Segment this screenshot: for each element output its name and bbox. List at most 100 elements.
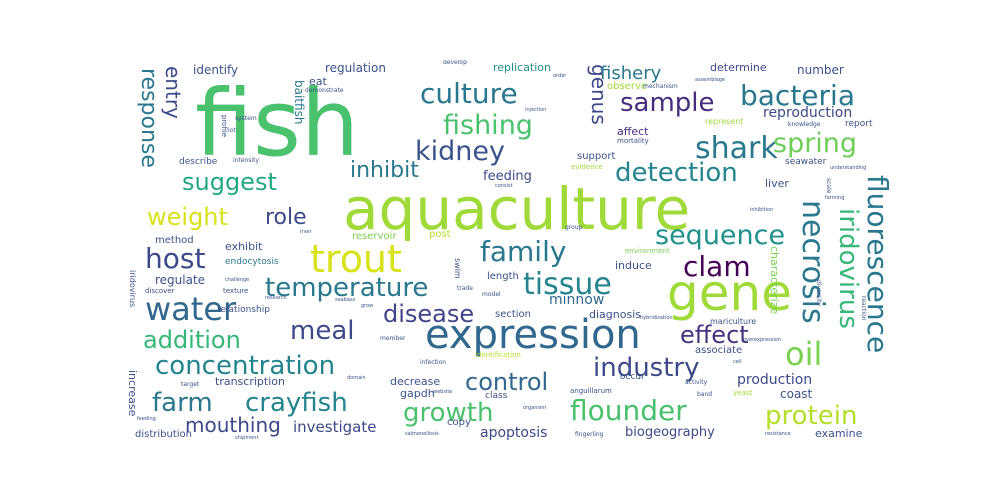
word-reservoir: reservoir xyxy=(352,231,397,242)
word-decrease: decrease xyxy=(390,375,441,388)
word-intensity: intensity xyxy=(233,157,260,164)
word-fingerling: fingerling xyxy=(575,431,604,438)
word-diversity: diversity xyxy=(815,280,822,306)
word-cloud: fish aquaculture expression gene trout c… xyxy=(125,60,895,445)
word-hybridization: hybridization xyxy=(640,315,673,321)
word-profile: profile xyxy=(220,115,228,138)
word-reproduction: reproduction xyxy=(763,105,853,121)
word-diagnosis: diagnosis xyxy=(589,308,641,321)
word-concentration: concentration xyxy=(155,351,336,381)
word-culture: culture xyxy=(420,77,518,110)
word-tissue: tissue xyxy=(523,267,612,302)
word-apoptosis: apoptosis xyxy=(480,425,548,441)
word-water: water xyxy=(145,290,237,328)
word-meal: meal xyxy=(290,316,355,346)
word-environment: environment xyxy=(625,247,670,255)
word-length: length xyxy=(487,271,519,282)
word-develop: develop xyxy=(443,60,467,66)
word-entry: entry xyxy=(161,66,185,119)
word-weight: weight xyxy=(147,203,228,231)
word-salmonellosis: salmonellosis xyxy=(405,431,439,437)
word-crayfish: crayfish xyxy=(245,388,348,418)
word-knowledge: knowledge xyxy=(788,121,821,128)
word-texture: texture xyxy=(223,287,249,295)
word-determine: determine xyxy=(710,61,767,74)
word-temperature: temperature xyxy=(265,273,429,303)
word-family: family xyxy=(480,235,567,268)
word-exhibit: exhibit xyxy=(225,240,263,253)
word-class: class xyxy=(485,391,508,401)
word-yeast: yeast xyxy=(733,389,753,397)
word-genus: genus xyxy=(587,64,611,125)
word-response: response xyxy=(136,68,161,168)
word-relationship: relationship xyxy=(217,305,270,315)
word-challenge: challenge xyxy=(225,277,250,283)
word-clam: clam xyxy=(683,250,751,283)
word-inhibition: inhibition xyxy=(750,207,774,213)
word-describe: describe xyxy=(179,157,218,167)
word-farming: farming xyxy=(825,195,845,201)
word-seawater: seawater xyxy=(785,157,827,167)
word-group: group xyxy=(565,224,583,231)
word-order: order xyxy=(553,73,567,79)
word-overexpression: overexpression xyxy=(743,337,782,343)
word-infection: infection xyxy=(420,359,447,366)
word-mariculture: mariculture xyxy=(710,317,757,326)
word-copy: copy xyxy=(447,417,471,428)
word-farm: farm xyxy=(152,388,213,418)
word-model: model xyxy=(482,291,501,298)
word-affect: affect xyxy=(617,125,649,138)
word-resistance: resistance xyxy=(765,431,791,437)
word-characterize: characterize xyxy=(768,246,781,315)
word-kidney: kidney xyxy=(415,136,505,167)
word-feeding-small: feeding xyxy=(137,416,156,422)
word-occur: occur xyxy=(620,372,645,382)
word-flounder: flounder xyxy=(570,394,687,427)
word-section: section xyxy=(495,309,532,320)
word-identify: identify xyxy=(193,63,239,77)
word-coast: coast xyxy=(780,387,813,401)
word-effect: effect xyxy=(680,321,749,349)
word-examine: examine xyxy=(815,427,863,440)
word-reaction: reaction xyxy=(860,296,867,321)
word-grow: grow xyxy=(361,303,374,309)
word-iot: iot xyxy=(228,127,236,134)
word-number: number xyxy=(797,63,844,77)
word-post: post xyxy=(429,229,451,240)
word-disease: disease xyxy=(383,300,475,328)
word-demonstrate: demonstrate xyxy=(305,87,344,94)
word-liver: liver xyxy=(765,177,789,190)
word-identification: identification xyxy=(475,351,521,359)
word-system: system xyxy=(235,115,257,122)
word-growth: growth xyxy=(403,398,494,428)
word-river: river xyxy=(300,229,312,235)
word-mechanism: mechanism xyxy=(643,83,678,90)
word-mouthing: mouthing xyxy=(185,413,281,437)
word-method: method xyxy=(155,235,194,246)
word-biogeography: biogeography xyxy=(625,425,715,440)
word-member: member xyxy=(380,335,406,342)
word-oil: oil xyxy=(785,335,823,373)
word-consist: consist xyxy=(495,183,513,189)
word-role: role xyxy=(265,205,307,230)
word-swim: swim xyxy=(453,258,462,279)
word-report: report xyxy=(845,119,873,129)
word-sequence: sequence xyxy=(655,220,786,251)
word-regulation: regulation xyxy=(325,61,386,75)
word-trout: trout xyxy=(310,237,402,281)
word-cell: cell xyxy=(733,359,742,365)
word-inhibit: inhibit xyxy=(350,158,419,183)
word-baitfish: baitfish xyxy=(292,80,306,125)
word-replication: replication xyxy=(493,61,552,74)
word-target: target xyxy=(181,381,200,388)
word-support: support xyxy=(577,151,616,162)
word-transcription: transcription xyxy=(215,375,285,388)
word-detection: detection xyxy=(615,158,738,188)
word-sample: sample xyxy=(620,88,715,118)
word-shipment: shipment xyxy=(235,435,259,441)
word-fish: fish xyxy=(195,70,360,177)
word-mortality: mortality xyxy=(617,137,649,145)
word-shark: shark xyxy=(695,131,778,166)
word-investigate: investigate xyxy=(293,418,377,436)
word-observe: observe xyxy=(607,81,648,92)
